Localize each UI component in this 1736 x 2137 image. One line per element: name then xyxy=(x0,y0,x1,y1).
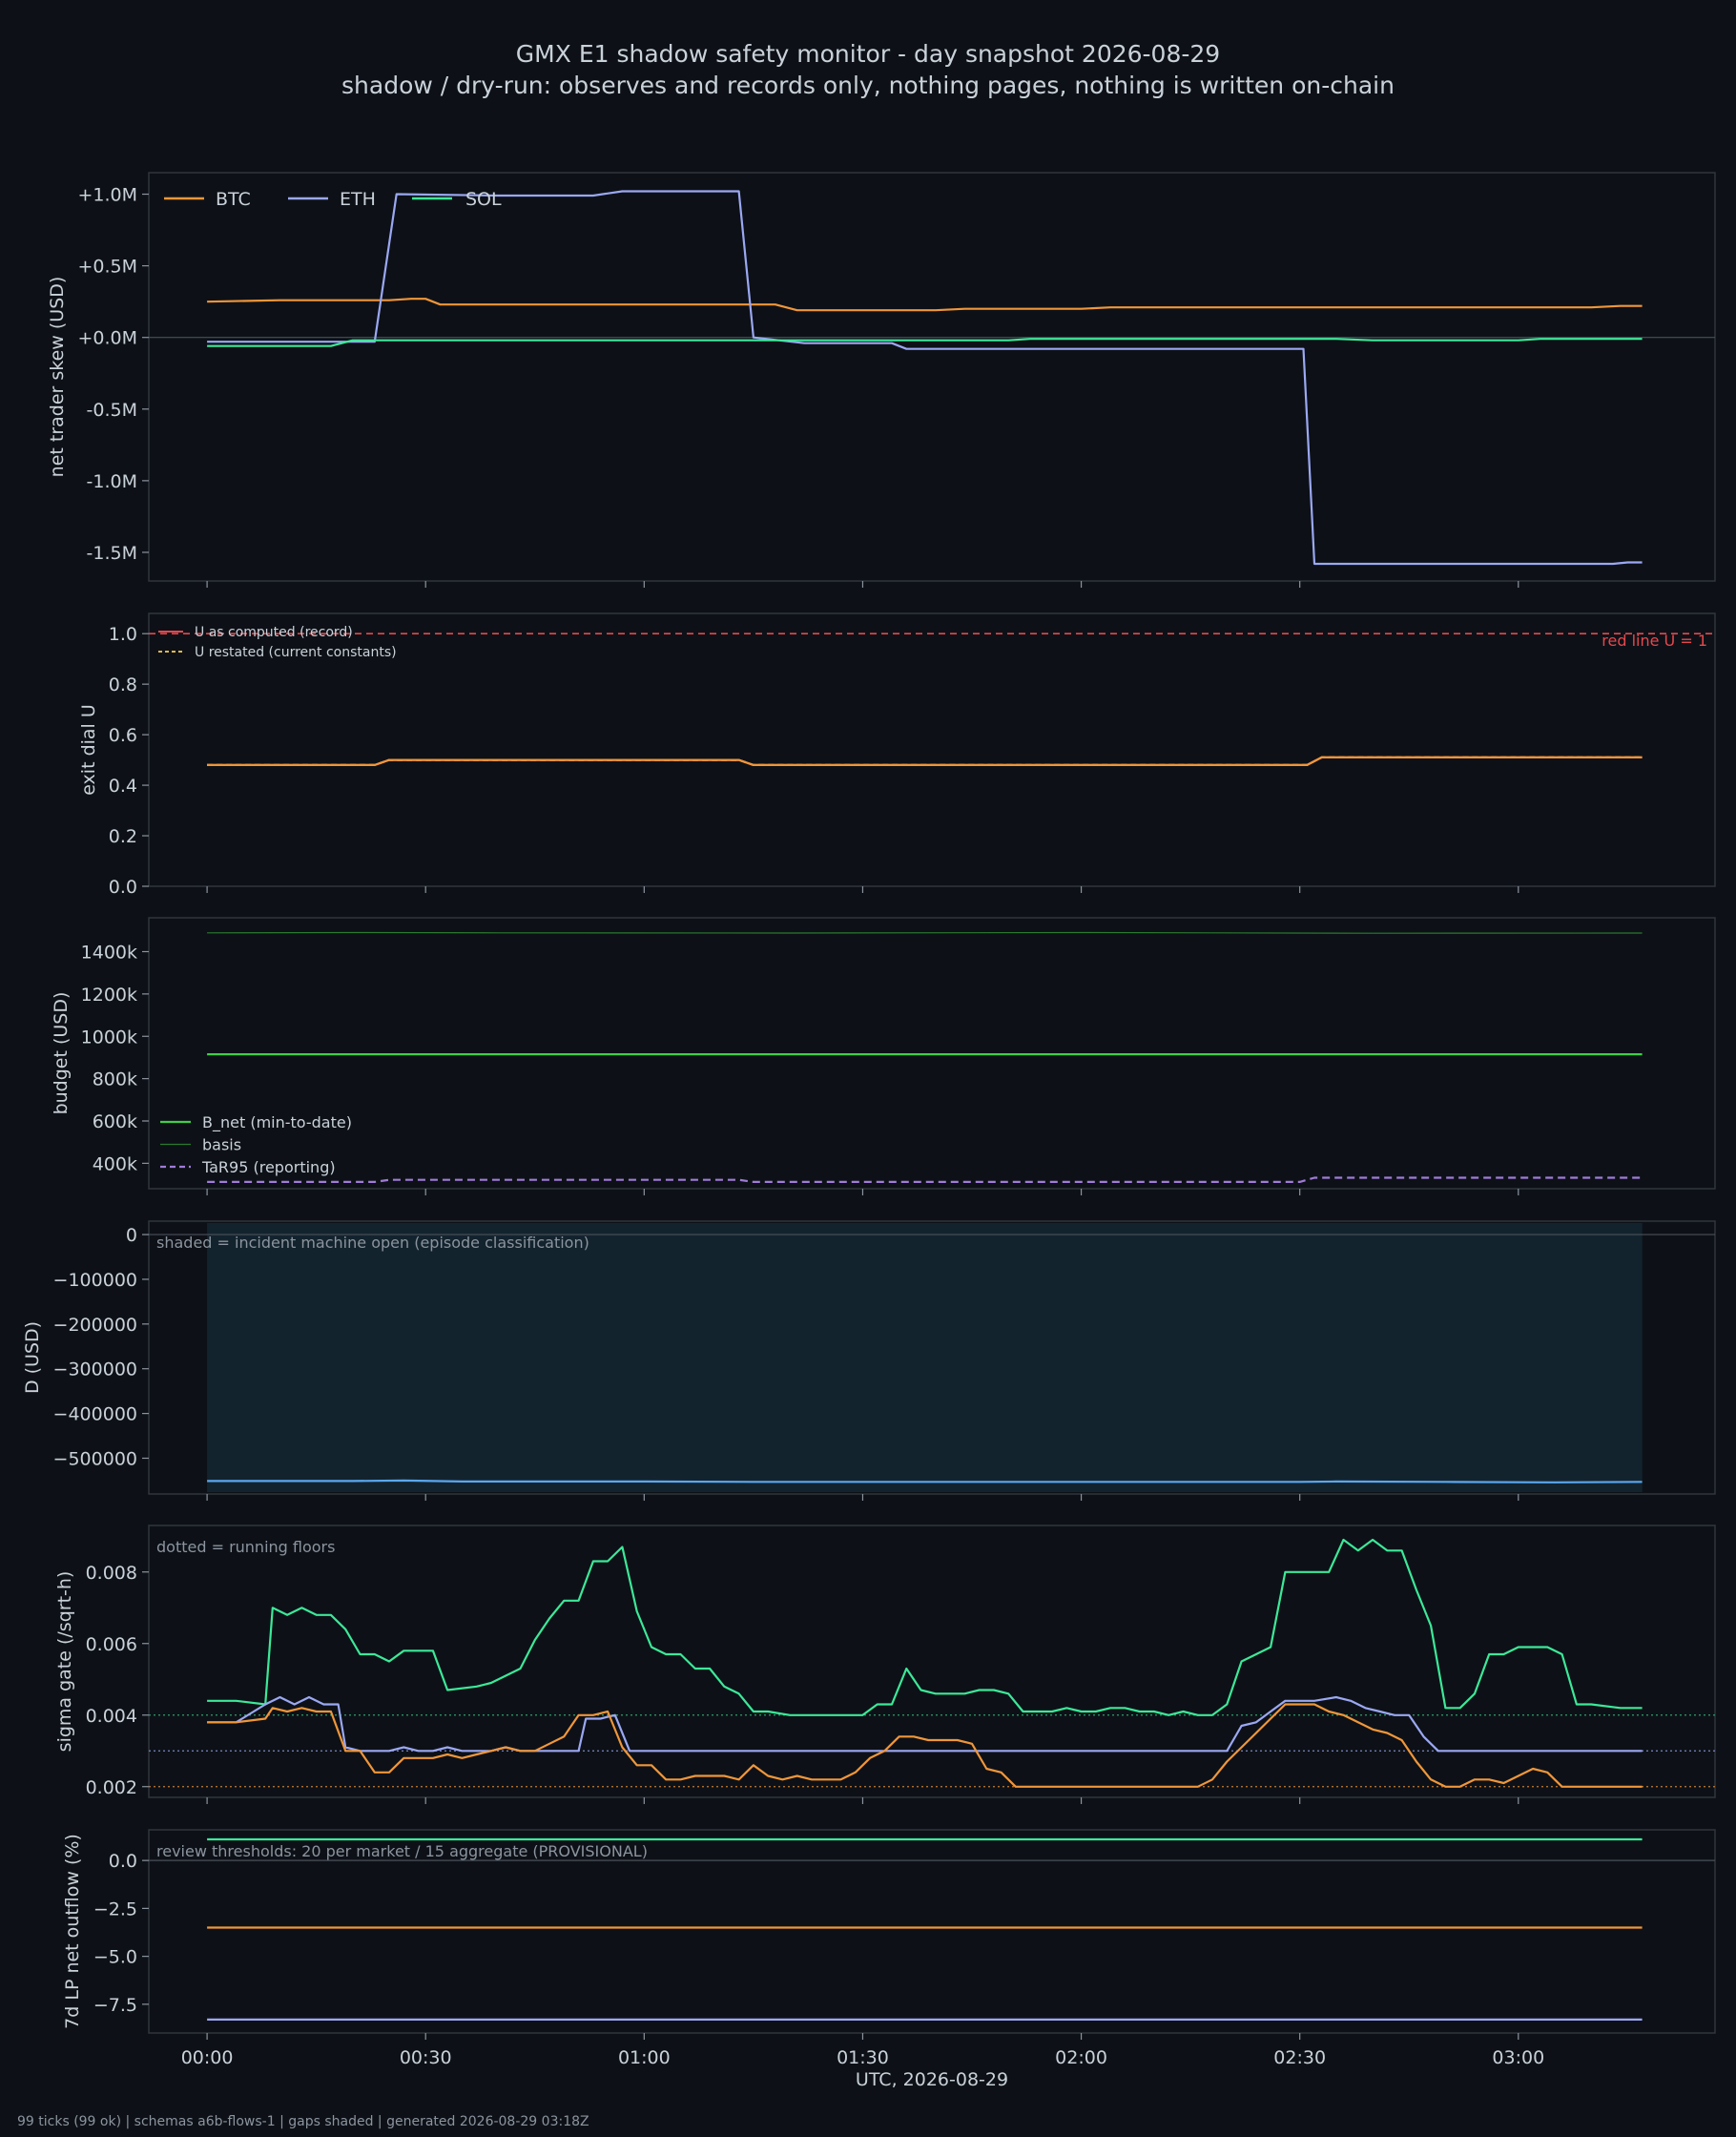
y-tick-label: 0.004 xyxy=(86,1706,137,1727)
title-block: GMX E1 shadow safety monitor - day snaps… xyxy=(0,38,1736,101)
x-tick-label: 02:00 xyxy=(1055,2047,1107,2068)
series-line-tar95-reporting- xyxy=(207,1176,1643,1184)
panel-d_usd: 0 −100000 −200000 −300000 −400000 −500000 D (U… xyxy=(22,1220,1716,1501)
y-tick-label: 1200k xyxy=(81,985,137,1006)
chart-subtitle: shadow / dry-run: observes and records o… xyxy=(341,72,1395,99)
y-tick-label: 0.2 xyxy=(109,826,137,847)
y-tick-label: −2.5 xyxy=(93,1898,137,1919)
y-tick-label: +1.0M xyxy=(77,185,137,206)
y-tick-label: 0.8 xyxy=(109,674,137,695)
legend-label: TaR95 (reporting) xyxy=(201,1158,336,1176)
y-tick-label: −7.5 xyxy=(93,1995,137,2016)
y-tick-label: 0.006 xyxy=(86,1634,137,1655)
y-axis-label: D (USD) xyxy=(22,1321,43,1394)
y-axis-label: exit dial U xyxy=(78,704,99,796)
panel-lp_outflow: 0.0 −2.5 −5.0 −7.5 00:00 00:30 01:00 01:30 02:00… xyxy=(62,1829,1716,2068)
legend-label: SOL xyxy=(465,189,502,210)
legend-label: BTC xyxy=(216,189,251,210)
y-tick-label: −400000 xyxy=(53,1404,137,1425)
footer-status: 99 ticks (99 ok) | schemas a6b-flows-1 |… xyxy=(17,2114,589,2129)
legend-label: B_net (min-to-date) xyxy=(202,1113,352,1132)
panel-exit_dial: red line U = 1 0.0 0.2 0.4 0.6 0.8 1.0 exit dia… xyxy=(78,612,1716,898)
y-tick-label: −200000 xyxy=(53,1315,137,1336)
y-tick-label: -1.5M xyxy=(87,543,137,564)
plot-frame xyxy=(148,1525,1716,1798)
x-axis-label: UTC, 2026-08-29 xyxy=(856,2069,1008,2090)
y-tick-label: −100000 xyxy=(53,1270,137,1291)
series-line-d xyxy=(207,1479,1643,1483)
red-line-label: red line U = 1 xyxy=(1602,632,1707,650)
y-tick-label: 0.008 xyxy=(86,1563,137,1584)
legend-label: basis xyxy=(202,1136,241,1154)
chart-title: GMX E1 shadow safety monitor - day snaps… xyxy=(515,40,1221,68)
y-tick-label: 1400k xyxy=(81,943,137,964)
panel-budget: 400k 600k 800k 1000k 1200k 1400k budget (USD) B… xyxy=(51,917,1716,1195)
series-line-eth xyxy=(207,1695,1643,1753)
x-tick-label: 00:00 xyxy=(181,2047,234,2068)
plot-frame xyxy=(148,1829,1716,2034)
panel-skew: +1.0M +0.5M +0.0M -0.5M -1.0M -1.5M net trader… xyxy=(47,172,1716,588)
y-tick-label: 400k xyxy=(93,1153,137,1174)
y-tick-label: 1.0 xyxy=(109,624,137,645)
y-axis-label: sigma gate (/sqrt-h) xyxy=(54,1571,75,1753)
panel-annotation: review thresholds: 20 per market / 15 ag… xyxy=(156,1842,648,1860)
y-tick-label: −500000 xyxy=(53,1448,137,1469)
y-tick-label: 0 xyxy=(126,1225,137,1246)
plot-frame xyxy=(148,172,1716,582)
series-line-btc xyxy=(207,1703,1643,1788)
incident-shade xyxy=(207,1223,1643,1492)
legend-label: U restated (current constants) xyxy=(195,645,397,660)
plot-frame xyxy=(148,612,1716,887)
y-axis-label: budget (USD) xyxy=(51,992,72,1115)
x-tick-label: 01:30 xyxy=(837,2047,889,2068)
y-tick-label: -1.0M xyxy=(87,471,137,492)
y-tick-label: 0.0 xyxy=(109,877,137,898)
x-tick-label: 03:00 xyxy=(1492,2047,1544,2068)
y-axis-label: 7d LP net outflow (%) xyxy=(62,1834,83,2029)
x-tick-label: 01:00 xyxy=(618,2047,671,2068)
y-tick-label: 0.6 xyxy=(109,725,137,746)
series-line-basis xyxy=(207,931,1643,934)
legend-label: U as computed (record) xyxy=(195,625,353,640)
y-tick-label: 600k xyxy=(93,1111,137,1132)
series-line-eth xyxy=(207,190,1643,566)
y-tick-label: -0.5M xyxy=(87,400,137,421)
x-tick-label: 02:30 xyxy=(1273,2047,1326,2068)
y-tick-label: 800k xyxy=(93,1069,137,1090)
y-tick-label: 1000k xyxy=(81,1027,137,1048)
y-tick-label: +0.0M xyxy=(77,328,137,349)
y-axis-label: net trader skew (USD) xyxy=(47,277,68,478)
panel-annotation: dotted = running floors xyxy=(156,1538,335,1556)
y-tick-label: 0.4 xyxy=(109,776,137,797)
y-tick-label: 0.002 xyxy=(86,1777,137,1798)
legend-label: ETH xyxy=(340,189,376,210)
y-tick-label: +0.5M xyxy=(77,257,137,278)
y-tick-label: −300000 xyxy=(53,1359,137,1380)
series-line-sol xyxy=(207,1538,1643,1716)
y-tick-label: 0.0 xyxy=(109,1851,137,1872)
y-tick-label: −5.0 xyxy=(93,1947,137,1968)
panel-sigma_gate: 0.002 0.004 0.006 0.008 sigma gate (/sqrt-h)… xyxy=(54,1525,1716,1804)
series-line-btc xyxy=(207,298,1643,312)
series-line-overlay xyxy=(207,756,1643,767)
series-line-sol xyxy=(207,338,1643,347)
x-tick-label: 00:30 xyxy=(400,2047,452,2068)
panel-annotation: shaded = incident machine open (episode … xyxy=(156,1234,589,1252)
